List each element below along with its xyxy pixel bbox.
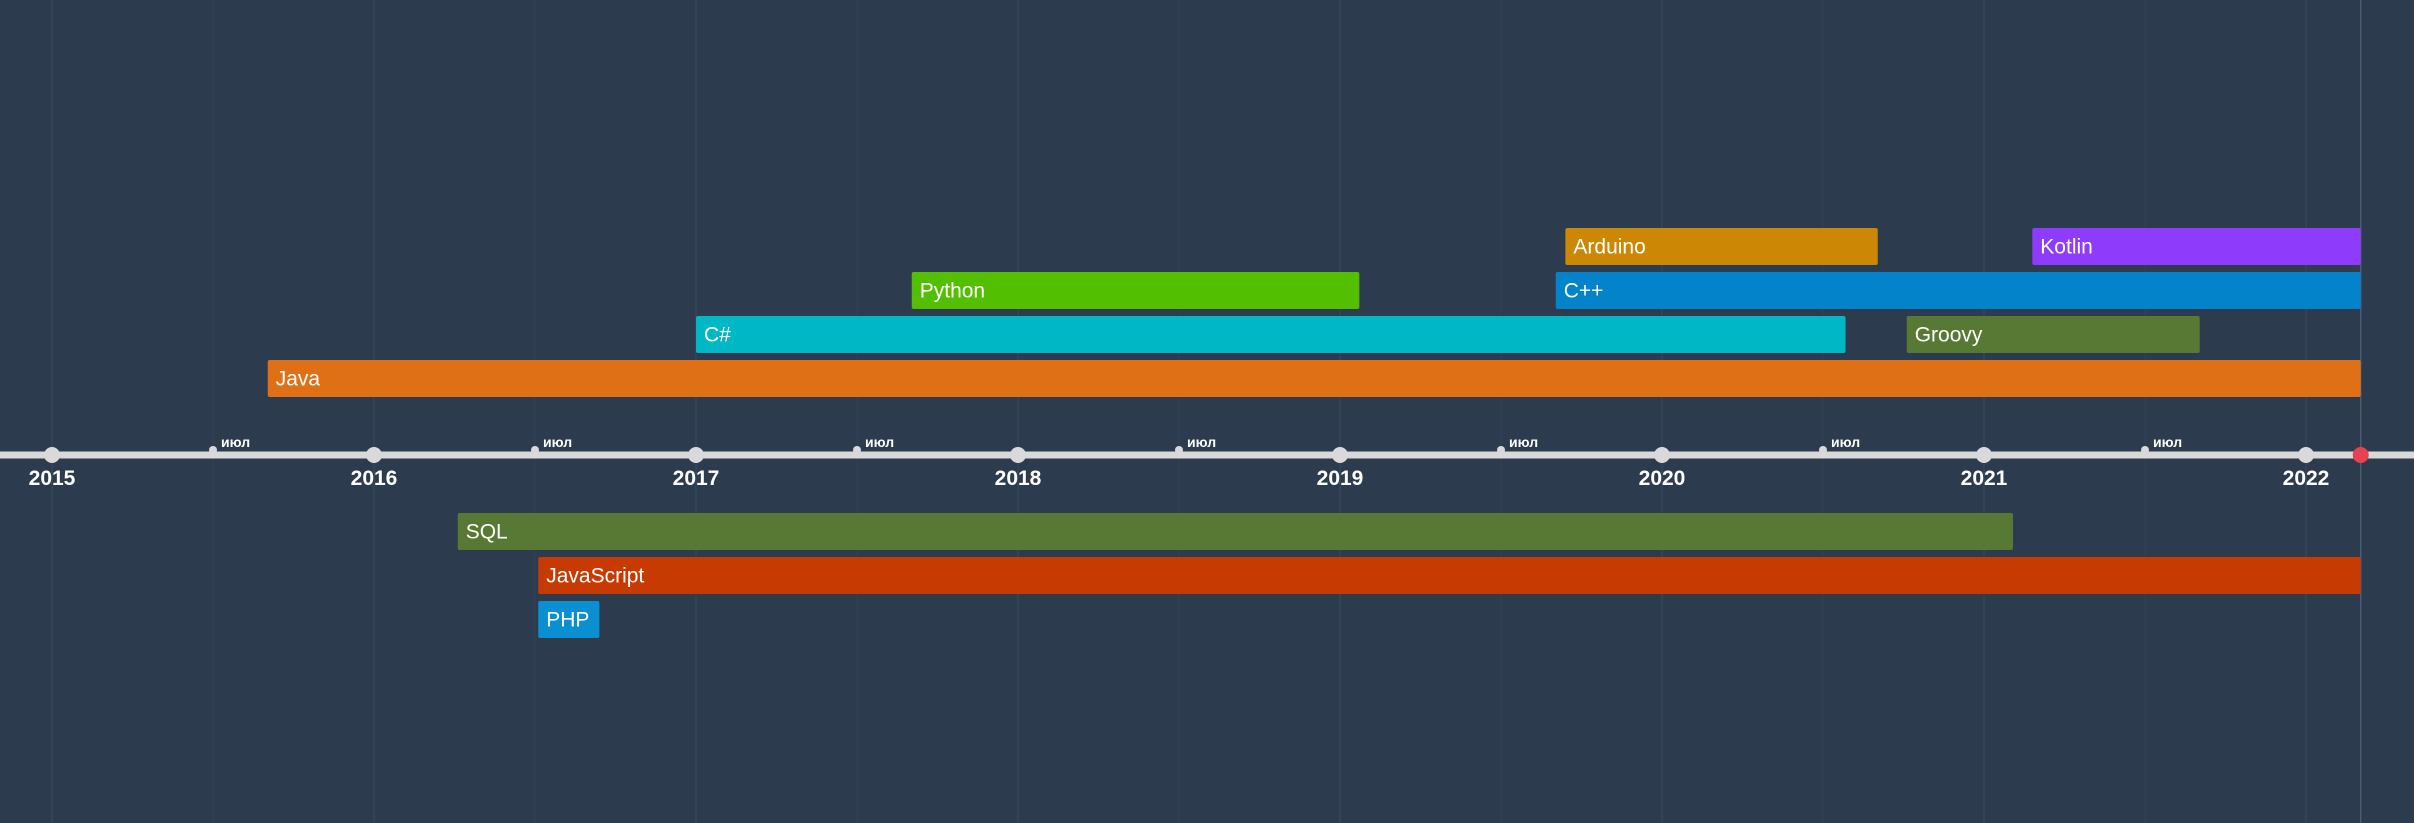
year-tick-dot xyxy=(1976,447,1992,463)
year-tick-label: 2021 xyxy=(1961,467,2008,490)
bar-label-kotlin: Kotlin xyxy=(2040,236,2093,259)
bar-label-javascript: JavaScript xyxy=(546,565,644,588)
bar-groovy[interactable] xyxy=(1906,316,2200,353)
bar-kotlin[interactable] xyxy=(2032,228,2361,265)
minor-tick-label: июл xyxy=(2153,434,2182,450)
minor-tick-label: июл xyxy=(543,434,572,450)
year-tick-label: 2020 xyxy=(1639,467,1686,490)
bar-label-c: C# xyxy=(704,324,731,347)
year-tick-label: 2019 xyxy=(1317,467,1364,490)
year-tick-dot xyxy=(1010,447,1026,463)
year-tick-dot xyxy=(366,447,382,463)
minor-tick-dot xyxy=(1819,446,1827,454)
year-tick-label: 2022 xyxy=(2283,467,2330,490)
minor-tick-label: июл xyxy=(1187,434,1216,450)
year-tick-dot xyxy=(688,447,704,463)
bar-php[interactable] xyxy=(538,601,600,638)
bar-label-groovy: Groovy xyxy=(1915,324,1983,347)
minor-tick-dot xyxy=(1497,446,1505,454)
year-tick-dot xyxy=(1332,447,1348,463)
bar-c[interactable] xyxy=(1555,272,2361,309)
minor-tick-label: июл xyxy=(865,434,894,450)
minor-tick-label: июл xyxy=(1509,434,1538,450)
year-tick-label: 2015 xyxy=(29,467,76,490)
bar-label-php: PHP xyxy=(546,609,589,632)
minor-tick-label: июл xyxy=(1831,434,1860,450)
year-tick-label: 2016 xyxy=(351,467,398,490)
year-tick-dot xyxy=(1654,447,1670,463)
bar-label-arduino: Arduino xyxy=(1573,236,1645,259)
bar-label-python: Python xyxy=(920,280,985,303)
minor-tick-label: июл xyxy=(221,434,250,450)
bar-c[interactable] xyxy=(696,316,1846,353)
bar-arduino[interactable] xyxy=(1565,228,1878,265)
year-tick-dot xyxy=(44,447,60,463)
time-axis: июл июл июл июл июл июл июл 2015 2016 2017 2018 201… xyxy=(0,434,2414,490)
bar-label-java: Java xyxy=(276,368,321,391)
minor-tick-dot xyxy=(853,446,861,454)
grid-lines xyxy=(51,0,2362,823)
minor-tick-dot xyxy=(209,446,217,454)
bar-java[interactable] xyxy=(267,360,2361,397)
minor-tick-dot xyxy=(1175,446,1183,454)
now-marker-dot xyxy=(2352,447,2369,463)
bar-sql[interactable] xyxy=(457,513,2013,550)
year-tick-label: 2018 xyxy=(995,467,1042,490)
bar-javascript[interactable] xyxy=(538,557,2361,594)
bar-label-c: C++ xyxy=(1564,280,1604,303)
minor-tick-dot xyxy=(2141,446,2149,454)
bar-label-sql: SQL xyxy=(466,521,508,544)
bar-python[interactable] xyxy=(911,272,1360,309)
minor-tick-dot xyxy=(531,446,539,454)
bars-group: Java C# Groovy Python C++ Arduino Kotlin SQL Jav… xyxy=(267,228,2361,638)
year-tick-dot xyxy=(2298,447,2314,463)
year-tick-label: 2017 xyxy=(673,467,720,490)
